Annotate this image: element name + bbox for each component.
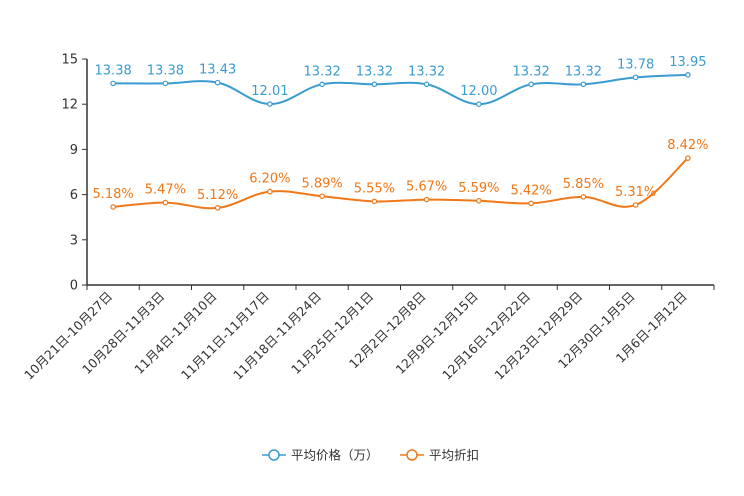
- data-point[interactable]: [528, 81, 534, 88]
- x-tick-label: 12月23日-12月29日: [491, 289, 585, 383]
- data-point[interactable]: [580, 194, 587, 200]
- y-tick-label: 12: [61, 98, 78, 113]
- data-point[interactable]: [110, 80, 116, 87]
- x-tick-label: 10月21日-10月27日: [21, 289, 115, 383]
- series-1: 13.38 13.38 13.43 12.01 13.32 13.32 13.32 12.00…: [95, 55, 706, 108]
- x-tick-label: 11月18日-11月24日: [230, 289, 324, 383]
- x-tick-label: 11月11日-11月17日: [178, 289, 272, 383]
- data-point[interactable]: [267, 188, 273, 195]
- data-label: 5.31%: [615, 185, 656, 200]
- data-point[interactable]: [423, 196, 430, 203]
- series-2: 5.18% 5.47% 5.12% 6.20% 5.89% 5.55% 5.67% 5.59%…: [92, 138, 709, 211]
- data-point[interactable]: [632, 74, 639, 81]
- y-tick-label: 0: [70, 279, 78, 294]
- data-label: 12.00: [460, 84, 497, 99]
- data-label: 13.32: [356, 64, 393, 79]
- legend-label: 平均折扣: [429, 448, 479, 463]
- data-point[interactable]: [162, 80, 169, 87]
- data-point[interactable]: [371, 81, 378, 88]
- data-label: 13.32: [513, 64, 550, 79]
- y-tick-label: 3: [70, 233, 78, 248]
- legend-circle-icon: [268, 449, 280, 461]
- series-layer: 13.38 13.38 13.43 12.01 13.32 13.32 13.32 12.00…: [92, 55, 709, 211]
- data-label: 5.55%: [354, 181, 395, 196]
- series-line: [113, 73, 688, 106]
- data-label: 6.20%: [249, 172, 290, 187]
- series-line: [113, 157, 689, 210]
- data-label: 13.38: [147, 63, 184, 78]
- data-label: 5.59%: [458, 181, 499, 196]
- data-label: 13.43: [199, 63, 236, 78]
- y-tick-label: 6: [70, 188, 78, 203]
- legend-circle-icon: [406, 449, 418, 461]
- legend-item-1[interactable]: 平均价格（万）: [262, 448, 379, 463]
- data-label: 13.32: [565, 64, 602, 79]
- legend-label: 平均价格（万）: [291, 448, 379, 463]
- data-label: 5.89%: [301, 176, 342, 191]
- data-label: 5.18%: [92, 187, 133, 202]
- data-label: 13.32: [408, 64, 445, 79]
- data-point[interactable]: [319, 81, 325, 88]
- legend: 平均价格（万） 平均折扣: [262, 448, 479, 463]
- data-point[interactable]: [319, 193, 325, 200]
- legend-item-2[interactable]: 平均折扣: [400, 448, 479, 463]
- data-point[interactable]: [267, 101, 273, 107]
- x-tick-label: 12月16日-12月22日: [439, 289, 533, 383]
- data-point[interactable]: [423, 81, 430, 88]
- data-point[interactable]: [476, 101, 482, 108]
- y-tick-label: 15: [61, 53, 78, 68]
- data-point[interactable]: [371, 198, 378, 205]
- y-tick-label: 9: [70, 143, 78, 158]
- data-point[interactable]: [685, 155, 691, 161]
- y-axis: 0 3 6 9 12 15: [61, 53, 88, 294]
- x-axis: 10月21日-10月27日10月28日-11月3日11月4日-11月10日11月…: [21, 284, 715, 383]
- data-point[interactable]: [528, 200, 534, 207]
- data-label: 13.95: [669, 55, 706, 70]
- data-label: 5.67%: [406, 180, 447, 195]
- data-label: 5.85%: [563, 177, 604, 192]
- data-label: 13.32: [304, 64, 341, 79]
- data-point[interactable]: [214, 205, 221, 211]
- data-point[interactable]: [632, 202, 639, 208]
- data-label: 13.78: [617, 57, 654, 72]
- data-point[interactable]: [476, 197, 482, 204]
- data-point[interactable]: [110, 204, 116, 210]
- data-label: 13.38: [95, 63, 132, 78]
- data-label: 5.42%: [510, 183, 551, 198]
- data-label: 5.12%: [197, 188, 238, 203]
- data-label: 5.47%: [145, 183, 186, 198]
- data-point[interactable]: [214, 79, 221, 86]
- data-point[interactable]: [685, 72, 691, 78]
- data-label: 8.42%: [667, 138, 708, 153]
- data-point[interactable]: [162, 199, 169, 206]
- data-point[interactable]: [580, 81, 587, 88]
- data-label: 12.01: [251, 84, 288, 99]
